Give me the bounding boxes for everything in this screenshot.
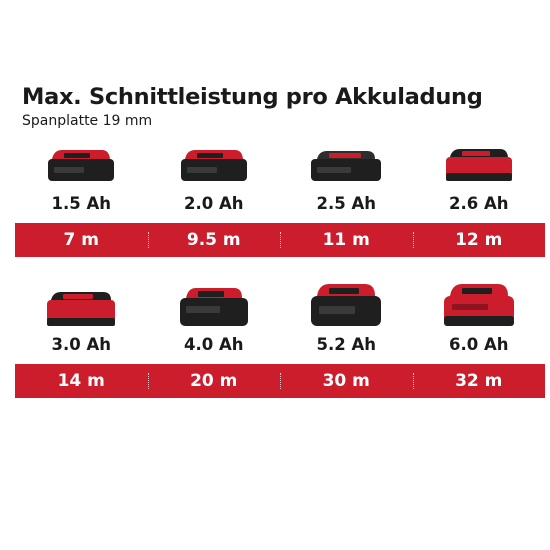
battery-item: 4.0 Ah [148, 286, 281, 354]
battery-item: 1.5 Ah [15, 145, 148, 213]
battery-pack-large-icon [179, 288, 248, 326]
battery-capacity: 4.0 Ah [184, 335, 244, 354]
battery-pack-plus-red-icon [443, 284, 514, 326]
battery-capacity: 3.0 Ah [51, 335, 112, 354]
battery-capacity: 2.6 Ah [449, 194, 509, 213]
cut-length-value: 20 m [147, 364, 281, 398]
battery-item: 3.0 Ah [15, 286, 148, 354]
battery-pack-plus-icon [311, 284, 382, 326]
battery-capacity: 6.0 Ah [449, 335, 509, 354]
cut-length-value: 9.5 m [147, 223, 281, 257]
battery-item: 2.0 Ah [148, 145, 281, 213]
battery-item: 2.5 Ah [280, 145, 413, 213]
battery-pack-flat-icon [311, 151, 382, 181]
cut-length-value: 14 m [57, 371, 105, 391]
battery-pack-small-icon [180, 150, 247, 181]
battery-pack-red-icon [47, 292, 116, 326]
battery-item: 2.6 Ah [413, 145, 546, 213]
battery-item: 5.2 Ah [280, 284, 413, 354]
battery-row-1: 1.5 Ah 2.0 Ah 2.5 Ah [15, 145, 546, 257]
page-title: Max. Schnittleistung pro Akkuladung [22, 84, 483, 110]
battery-row-2: 3.0 Ah 4.0 Ah 5.2 Ah [15, 284, 546, 398]
battery-capacity: 5.2 Ah [316, 335, 377, 354]
battery-pack-small-icon [48, 150, 115, 181]
cut-length-value: 12 m [412, 223, 546, 257]
page-subtitle: Spanplatte 19 mm [22, 113, 153, 129]
cut-performance-bar: 7 m 9.5 m 11 m 12 m [15, 223, 545, 257]
battery-item: 6.0 Ah [413, 284, 546, 354]
battery-capacity: 1.5 Ah [51, 194, 112, 213]
cut-length-value: 11 m [280, 223, 413, 257]
battery-pack-red-icon [445, 149, 512, 181]
cut-performance-bar: 14 m 20 m 30 m 32 m [15, 364, 545, 398]
cut-length-value: 7 m [63, 230, 99, 250]
cut-length-value: 32 m [412, 364, 546, 398]
battery-capacity: 2.0 Ah [184, 194, 244, 213]
battery-capacity: 2.5 Ah [316, 194, 377, 213]
cut-length-value: 30 m [280, 364, 413, 398]
